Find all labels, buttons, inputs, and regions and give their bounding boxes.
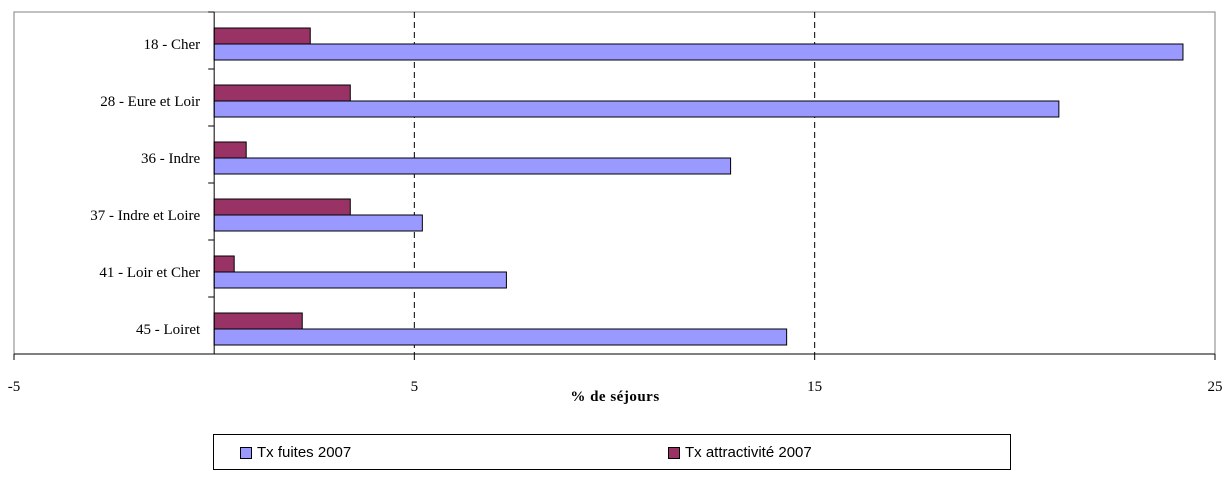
category-label-2: 36 - Indre [141,151,200,167]
bar-attractivite-2 [213,141,247,159]
bar-fuites-3 [213,214,423,232]
category-label-4: 41 - Loir et Cher [99,265,200,281]
plot-area [13,11,1216,355]
bar-fuites-5 [213,328,788,346]
bar-fuites-1 [213,100,1060,118]
category-labels: 18 - Cher 28 - Eure et Loir 36 - Indre 37 -… [90,37,201,338]
x-tick-labels: -5 5 15 25 [8,379,1223,395]
x-tick-label-2: 15 [807,379,822,395]
x-tick-label-1: 5 [411,379,419,395]
legend-swatch-fuites [240,446,252,459]
legend: Tx fuites 2007 Tx attractivité 2007 [213,434,1011,470]
category-label-3: 37 - Indre et Loire [90,208,200,224]
bar-attractivite-4 [213,255,235,273]
bar-fuites-2 [213,157,732,175]
legend-swatch-attractivite [668,446,680,459]
x-axis-title: % de séjours [570,389,659,405]
x-tick-label-0: -5 [8,379,21,395]
bar-attractivite-3 [213,198,351,216]
bar-chart: 18 - Cher 28 - Eure et Loir 36 - Indre 37 -… [8,11,1223,405]
bar-attractivite-1 [213,84,351,102]
legend-item-fuites: Tx fuites 2007 [240,444,351,461]
bars [213,27,1184,346]
bar-attractivite-0 [213,27,311,45]
legend-label-attractivite: Tx attractivité 2007 [685,444,812,461]
category-label-0: 18 - Cher [144,37,201,53]
bar-attractivite-5 [213,312,303,330]
axes [13,11,1216,360]
gridlines [413,12,816,354]
bar-fuites-0 [213,43,1184,61]
bar-fuites-4 [213,271,507,289]
category-label-1: 28 - Eure et Loir [100,94,200,110]
x-tick-label-3: 25 [1208,379,1223,395]
legend-item-attractivite: Tx attractivité 2007 [668,444,812,461]
category-label-5: 45 - Loiret [136,322,201,338]
legend-label-fuites: Tx fuites 2007 [257,444,352,461]
